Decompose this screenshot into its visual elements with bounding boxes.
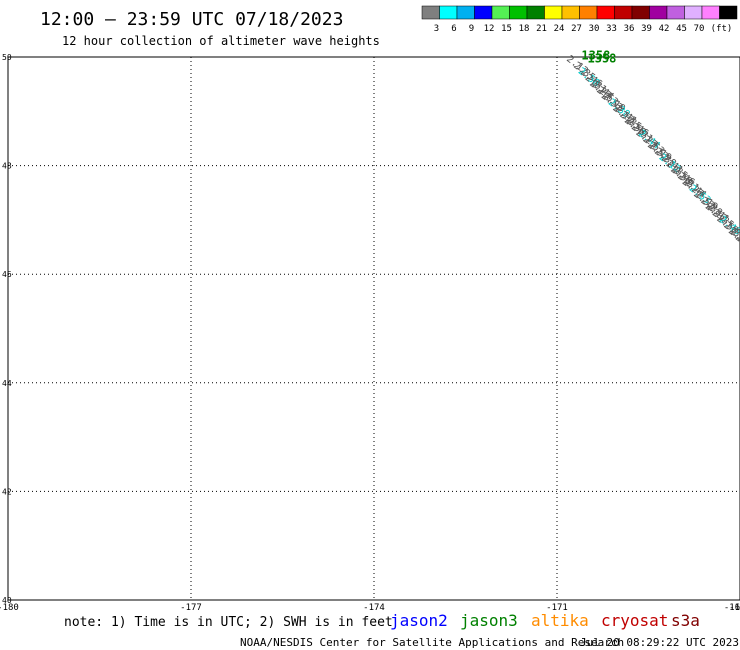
colorbar-label: 45 <box>676 24 687 34</box>
colorbar-swatch <box>684 5 703 20</box>
colorbar-label: 12 <box>484 24 495 34</box>
plot-frame <box>7 56 740 601</box>
colorbar-swatch <box>649 5 668 20</box>
colorbar-label: 42 <box>659 24 670 34</box>
y-tick-label: 46 <box>2 270 12 279</box>
time-label: 1358 <box>581 49 610 63</box>
y-tick-label: 40 <box>2 596 12 605</box>
y-tick-label: 48 <box>2 162 12 171</box>
note-text: note: 1) Time is in UTC; 2) SWH is in fe… <box>64 615 393 630</box>
colorbar-swatch <box>579 5 598 20</box>
x-tick-label: -180 <box>0 603 19 613</box>
satellite-legend: jason2 jason3 altika cryosat s3a <box>390 611 700 630</box>
legend-jason3: jason3 <box>460 611 518 630</box>
colorbar-label: 30 <box>589 24 600 34</box>
satellite-track: 2.122.352.462.582.312.442.272.632.192.52… <box>564 54 740 262</box>
colorbar-swatch <box>561 5 580 20</box>
credit-text: NOAA/NESDIS Center for Satellite Applica… <box>240 636 624 649</box>
colorbar-swatch <box>421 5 440 20</box>
x-tick-label: -177 <box>180 603 202 613</box>
colorbar-swatch <box>701 5 720 20</box>
timestamp-text: Jul 20 08:29:22 UTC 2023 <box>580 636 739 649</box>
wave-height-labels: 2.4316343.452.842.9016342.702.472.182.56… <box>581 49 617 66</box>
colorbar-label: 27 <box>571 24 582 34</box>
colorbar-label: 24 <box>554 24 565 34</box>
track-value: 2.44 <box>728 227 740 251</box>
legend-cryosat: cryosat <box>601 611 668 630</box>
colorbar-label: 6 <box>451 24 456 34</box>
colorbar-swatch <box>474 5 493 20</box>
x-tick-label: -171 <box>546 603 568 613</box>
colorbar-swatch <box>439 5 458 20</box>
colorbar-legend: 3 6 9 12 15 18 21 24 27 30 33 36 39 42 45 70 (ft) <box>421 5 738 34</box>
colorbar-swatch <box>526 5 545 20</box>
axis-ticks: -180 -177 -174 -171 -168-16 40 42 44 46 48 50 <box>0 53 740 613</box>
legend-s3a: s3a <box>671 611 700 630</box>
y-tick-label: 44 <box>2 379 12 388</box>
x-tick-label: -174 <box>363 603 385 613</box>
colorbar-label: 70 <box>694 24 705 34</box>
colorbar-swatch <box>456 5 475 20</box>
grid-lines <box>8 57 740 600</box>
legend-altika: altika <box>531 611 589 630</box>
colorbar-swatch <box>491 5 510 20</box>
colorbar-swatch <box>614 5 633 20</box>
colorbar-swatch <box>666 5 685 20</box>
colorbar-label: 15 <box>501 24 512 34</box>
y-tick-label: 50 <box>2 53 12 62</box>
colorbar-label: 18 <box>519 24 530 34</box>
chart-title: 12:00 – 23:59 UTC 07/18/2023 <box>40 9 343 30</box>
colorbar-label: 36 <box>624 24 635 34</box>
colorbar-label: 33 <box>606 24 617 34</box>
legend-jason2: jason2 <box>390 611 448 630</box>
colorbar-label: (ft) <box>711 24 733 34</box>
colorbar-swatch <box>631 5 650 20</box>
colorbar-swatch <box>509 5 528 20</box>
x-tick-label: -168 <box>729 603 740 613</box>
time-label: 1358 <box>588 51 617 65</box>
colorbar-swatch <box>719 5 738 20</box>
colorbar-swatch <box>544 5 563 20</box>
colorbar-label: 39 <box>641 24 652 34</box>
colorbar-label: 9 <box>469 24 474 34</box>
chart-subtitle: 12 hour collection of altimeter wave hei… <box>62 34 380 48</box>
colorbar-label: 21 <box>536 24 547 34</box>
colorbar-label: 3 <box>434 24 439 34</box>
colorbar-swatch <box>596 5 615 20</box>
y-tick-label: 42 <box>2 487 12 496</box>
x-tick-label: -16 <box>724 603 740 613</box>
